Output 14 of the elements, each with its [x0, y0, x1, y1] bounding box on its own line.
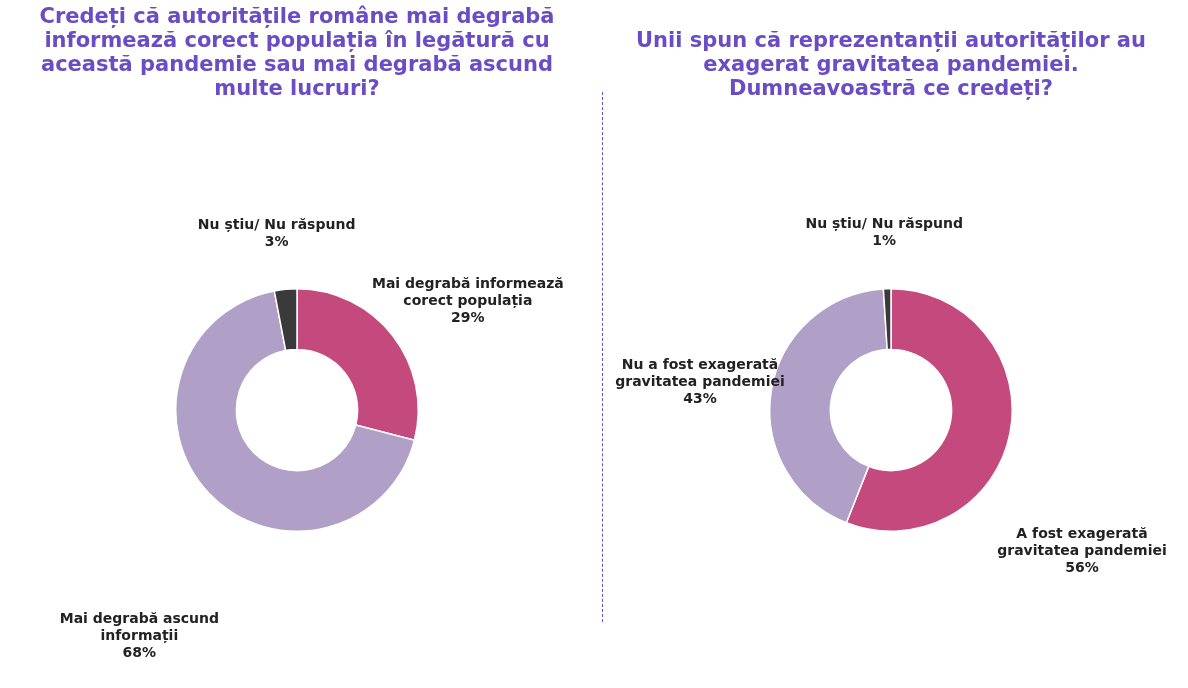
data-label: 3%: [264, 233, 289, 250]
chart-title: Credeți că autoritățile române mai degrabă informează corect populația în legătură cu această pandemie sau mai degrabă ascund multe lucruri?: [38, 4, 556, 100]
data-label: 29%: [451, 309, 485, 326]
slice-label: Nu a fost exagerată gravitatea pandemiei: [615, 355, 785, 389]
slice-label: Nu știu/ Nu răspund: [197, 216, 356, 234]
slice-label: Mai degrabă ascund informații: [59, 609, 220, 644]
data-label: 43%: [683, 389, 717, 406]
data-label: 56%: [1065, 559, 1099, 576]
slice-label: Mai degrabă informează corect populația: [371, 275, 564, 310]
slice-label: Nu știu/ Nu răspund: [805, 215, 963, 233]
slice-label: A fost exagerată gravitatea pandemiei: [997, 525, 1167, 559]
data-label: 1%: [872, 232, 897, 249]
data-label: 68%: [122, 643, 157, 660]
chart-title: Unii spun că reprezentanții autorităților au exagerat gravitatea pandemiei. Dumneavoastră ce credeți?: [635, 28, 1147, 100]
